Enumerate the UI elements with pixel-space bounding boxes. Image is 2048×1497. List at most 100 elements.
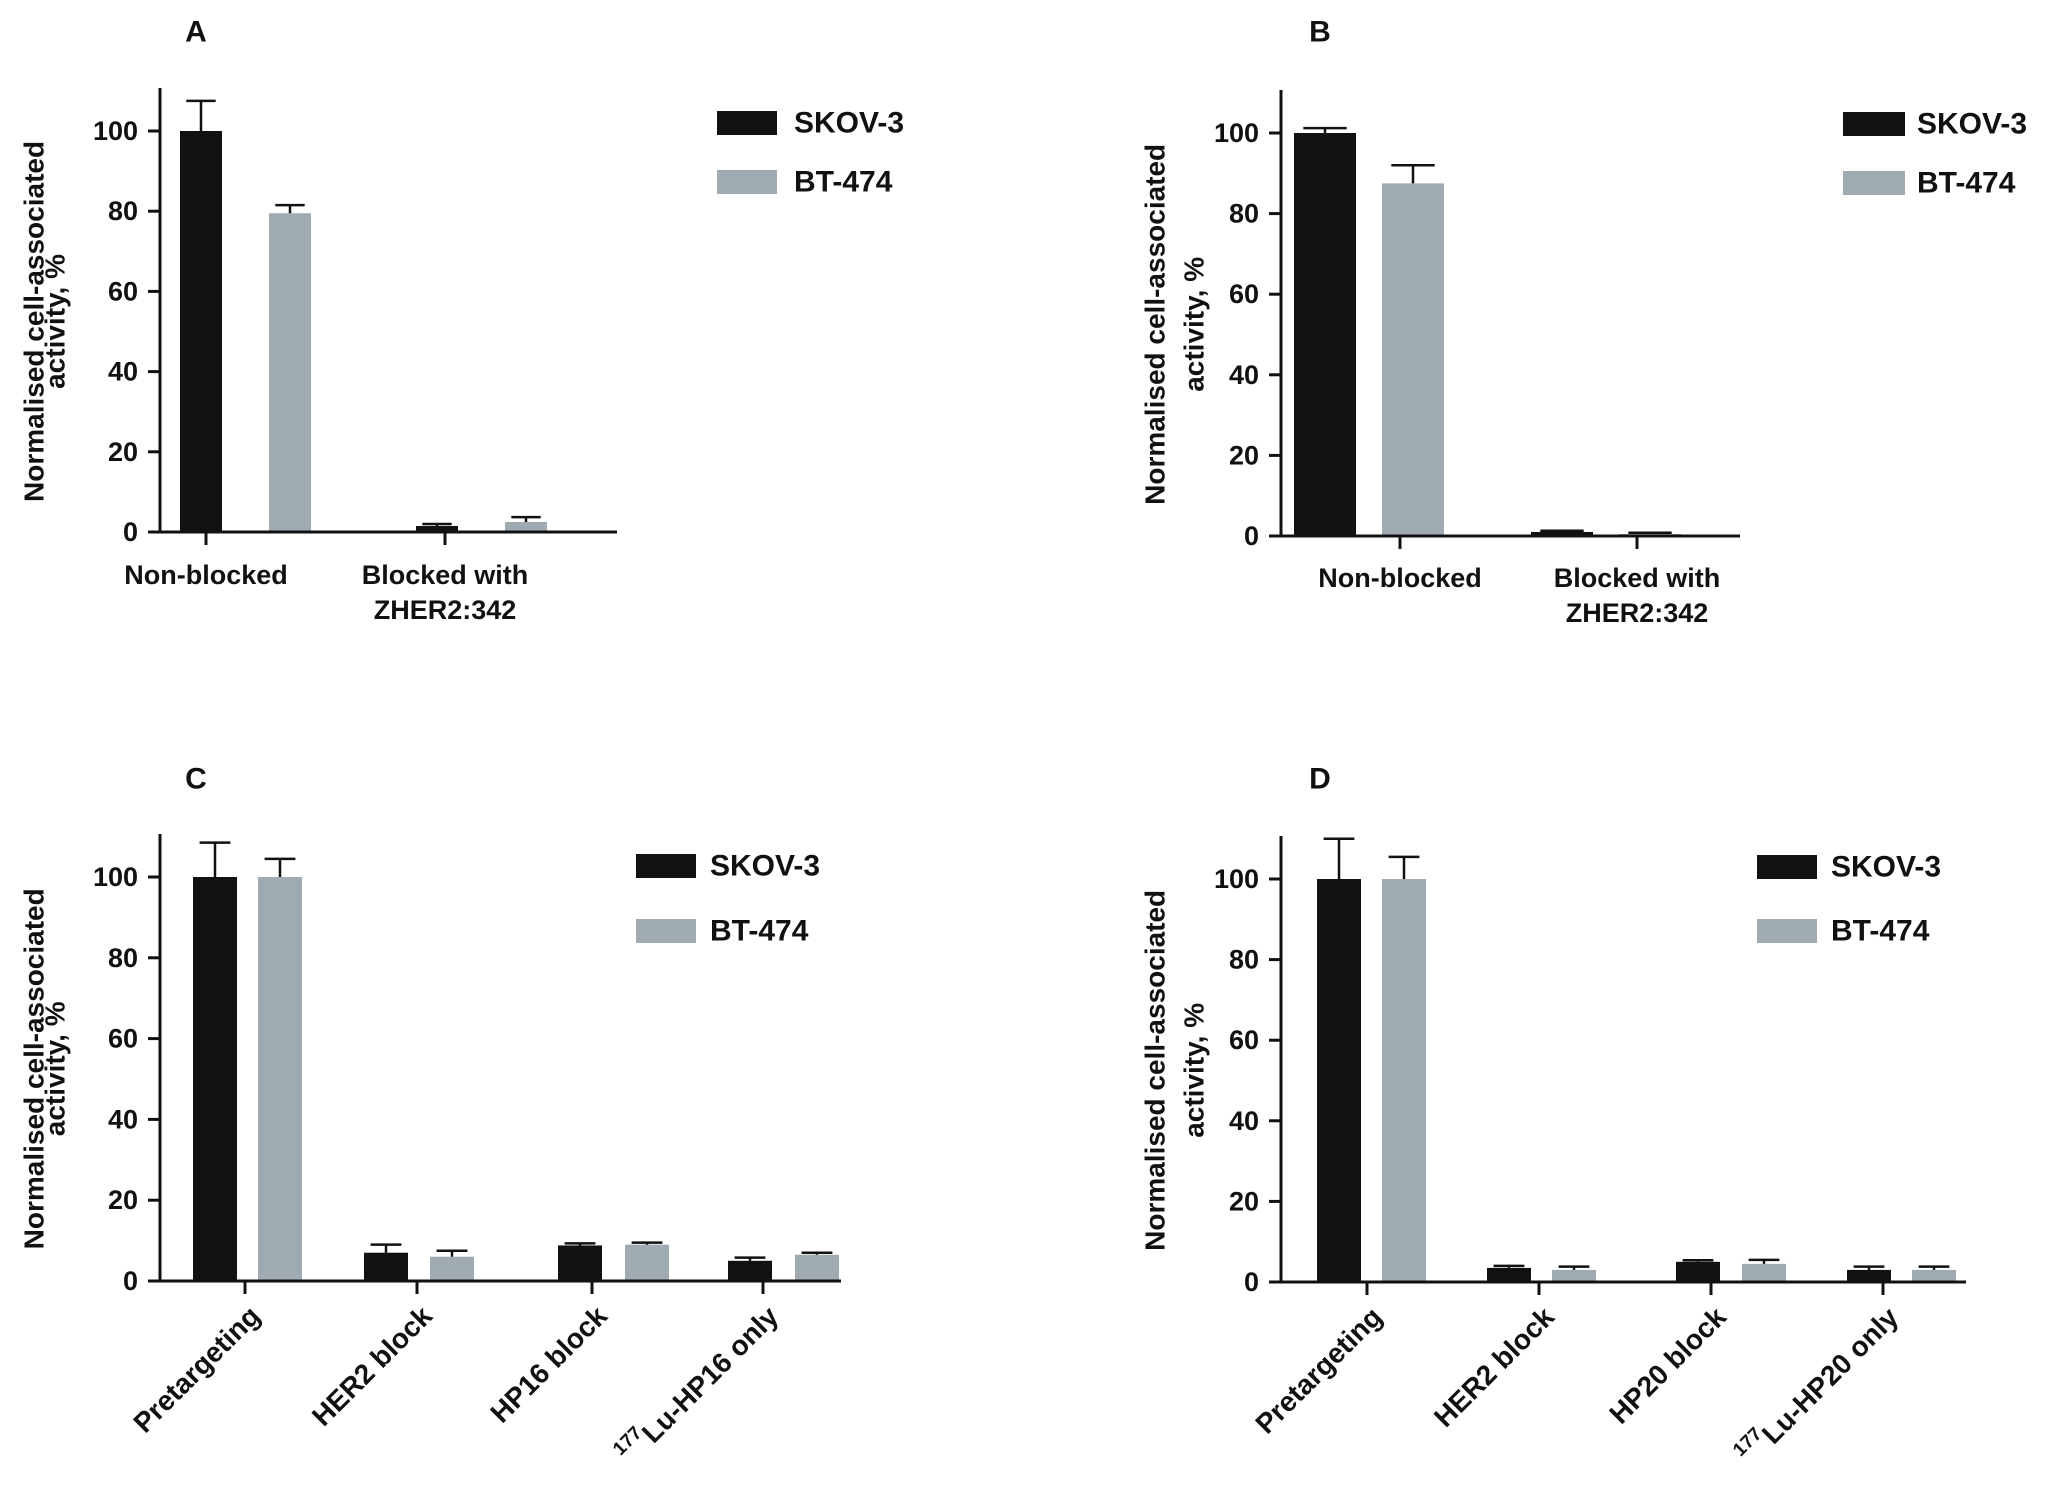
bar-skov-3 <box>180 131 222 532</box>
y-tick-label: 60 <box>108 276 138 306</box>
y-tick-label: 0 <box>123 517 138 547</box>
legend-label: BT-474 <box>710 915 809 948</box>
y-tick-label: 20 <box>108 1185 138 1215</box>
bar-skov-3 <box>558 1245 602 1281</box>
legend-label: SKOV-3 <box>794 107 904 140</box>
bar-skov-3 <box>416 525 458 532</box>
x-category-label: Blocked with <box>362 560 529 590</box>
bar-bt-474 <box>795 1254 839 1281</box>
legend-swatch-bt-474 <box>1757 919 1817 943</box>
bar-bt-474 <box>430 1256 474 1281</box>
x-category-label: 177Lu-HP20 only <box>1729 1297 1904 1472</box>
bar-skov-3 <box>1847 1269 1891 1282</box>
bar-skov-3 <box>1676 1261 1720 1282</box>
y-axis-label: Normalised cell-associated <box>19 888 50 1249</box>
y-axis-label: Normalised cell-associated <box>19 141 50 502</box>
y-tick-label: 80 <box>108 196 138 226</box>
y-tick-label: 0 <box>1244 521 1259 551</box>
panel-d: D Normalised cell-associated activity, % 0 2… <box>1140 763 1966 1472</box>
y-tick-label: 60 <box>1229 1025 1259 1055</box>
bar-bt-474 <box>1742 1263 1786 1282</box>
y-tick-label: 60 <box>108 1024 138 1054</box>
y-axis-label: Normalised cell-associated <box>1140 144 1171 505</box>
y-tick-label: 80 <box>108 943 138 973</box>
x-category-label: Blocked with <box>1554 563 1721 593</box>
y-tick-label: 100 <box>93 862 138 892</box>
legend-swatch-bt-474 <box>1843 171 1905 195</box>
x-category-label-text: Lu-HP16 only <box>636 1300 785 1449</box>
legend-label: SKOV-3 <box>1917 108 2027 141</box>
y-tick-label: 100 <box>1214 118 1259 148</box>
x-category-label: HP16 block <box>484 1300 613 1429</box>
y-tick-label: 100 <box>93 116 138 146</box>
y-axis-label: activity, % <box>40 1001 71 1136</box>
legend-label: BT-474 <box>1831 915 1930 948</box>
bar-bt-474 <box>1552 1269 1596 1282</box>
bar-skov-3 <box>728 1260 772 1281</box>
bar-bt-474 <box>505 521 547 532</box>
y-tick-label: 60 <box>1229 279 1259 309</box>
bar-bt-474 <box>625 1244 669 1281</box>
bar-bt-474 <box>1912 1269 1956 1282</box>
panel-b: B Normalised cell-associated activity, % 0 2… <box>1140 16 2028 629</box>
x-category-label: HER2 block <box>306 1300 438 1432</box>
bar-skov-3 <box>1317 879 1361 1282</box>
legend-label: SKOV-3 <box>710 850 820 883</box>
y-tick-label: 40 <box>108 357 138 387</box>
x-category-label: 177Lu-HP16 only <box>609 1296 784 1471</box>
x-category-label: Pretargeting <box>127 1300 266 1439</box>
y-tick-label: 40 <box>1229 360 1259 390</box>
y-tick-label: 40 <box>1229 1106 1259 1136</box>
x-category-label: ZHER2:342 <box>374 595 517 625</box>
bar-skov-3 <box>1531 531 1593 536</box>
y-tick-label: 0 <box>123 1266 138 1296</box>
y-tick-label: 80 <box>1229 945 1259 975</box>
bar-skov-3 <box>193 877 237 1281</box>
bar-skov-3 <box>1294 133 1356 536</box>
x-category-label-text: Lu-HP20 only <box>1756 1301 1905 1450</box>
bar-skov-3 <box>1487 1267 1531 1282</box>
legend-label: BT-474 <box>1917 167 2016 200</box>
y-tick-label: 20 <box>1229 440 1259 470</box>
legend-swatch-skov-3 <box>717 111 777 135</box>
y-tick-label: 100 <box>1214 864 1259 894</box>
legend-swatch-skov-3 <box>1843 112 1905 136</box>
legend-swatch-bt-474 <box>717 170 777 194</box>
y-axis-label: Normalised cell-associated <box>1140 890 1171 1251</box>
panel-label: D <box>1309 763 1331 796</box>
legend-label: BT-474 <box>794 166 893 199</box>
legend: SKOV-3 BT-474 <box>717 107 904 199</box>
y-axis-label: activity, % <box>1179 257 1210 392</box>
panel-label: B <box>1309 16 1331 49</box>
y-tick-label: 40 <box>108 1104 138 1134</box>
legend: SKOV-3 BT-474 <box>636 850 820 948</box>
x-category-label: Non-blocked <box>1318 563 1482 593</box>
x-category-label: Pretargeting <box>1249 1301 1388 1440</box>
x-category-label: HER2 block <box>1428 1301 1560 1433</box>
bar-bt-474 <box>258 877 302 1281</box>
legend: SKOV-3 BT-474 <box>1843 108 2027 200</box>
bar-skov-3 <box>364 1252 408 1281</box>
bar-bt-474 <box>1382 879 1426 1282</box>
y-tick-label: 20 <box>108 437 138 467</box>
x-category-label: Non-blocked <box>124 560 288 590</box>
legend-swatch-bt-474 <box>636 919 696 943</box>
bar-bt-474 <box>1382 183 1444 536</box>
y-axis-label: activity, % <box>1179 1003 1210 1138</box>
y-axis-label: activity, % <box>40 254 71 389</box>
x-category-label: ZHER2:342 <box>1566 598 1709 628</box>
y-tick-label: 20 <box>1229 1186 1259 1216</box>
x-category-label: HP20 block <box>1603 1301 1732 1430</box>
y-tick-label: 80 <box>1229 199 1259 229</box>
panel-label: C <box>185 763 207 796</box>
bar-bt-474 <box>269 213 311 532</box>
panel-label: A <box>185 16 207 49</box>
y-tick-label: 0 <box>1244 1267 1259 1297</box>
legend-swatch-skov-3 <box>1757 855 1817 879</box>
legend-swatch-skov-3 <box>636 854 696 878</box>
legend-label: SKOV-3 <box>1831 851 1941 884</box>
legend: SKOV-3 BT-474 <box>1757 851 1941 948</box>
